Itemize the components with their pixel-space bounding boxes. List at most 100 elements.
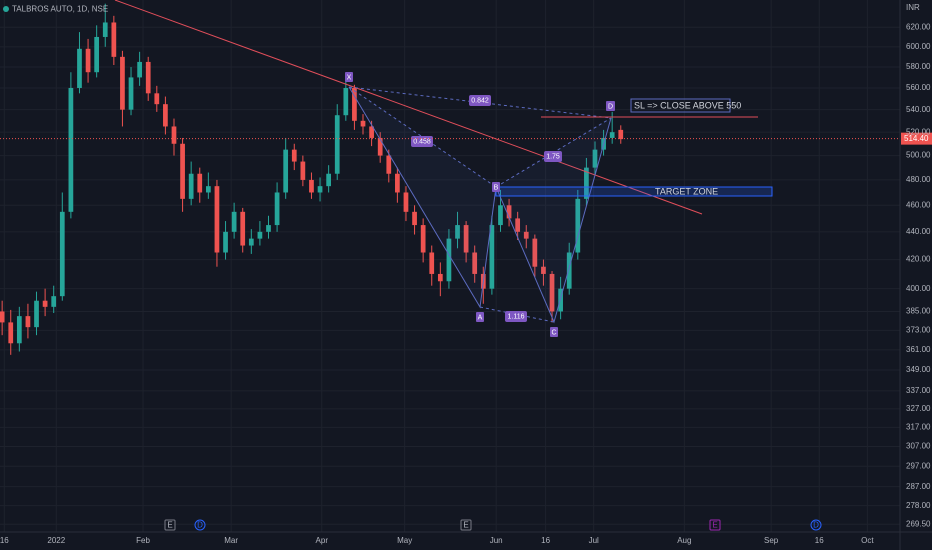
last-price-box <box>901 132 932 145</box>
candle-body <box>317 186 323 193</box>
candle-body <box>403 192 409 212</box>
candle-body <box>197 173 203 193</box>
currency: INR <box>906 3 920 12</box>
x-tick-label: 16 <box>541 536 550 545</box>
candle-body <box>618 129 624 140</box>
candle-body <box>498 205 503 226</box>
drawings: TARGET ZONE SL => CLOSE ABOVE 550 X A B … <box>114 0 773 337</box>
ratio-box <box>544 151 562 162</box>
x-tick-label: Feb <box>136 536 150 545</box>
y-tick-label: 400.00 <box>906 284 931 293</box>
candle-body <box>420 225 426 253</box>
axes: 620.00 600.00 580.00 560.00 540.00 520.00 500.… <box>0 22 931 545</box>
point-box <box>550 327 558 337</box>
candle-body <box>566 252 572 289</box>
candle-body <box>154 93 160 105</box>
candle-body <box>223 231 228 253</box>
ratio-label: 1.116 <box>508 313 525 320</box>
candle-body <box>506 205 512 219</box>
x-tick-label: 16 <box>0 536 9 545</box>
y-tick-label: 287.00 <box>906 482 931 491</box>
candle-body <box>128 77 134 110</box>
x-tick-label: Mar <box>224 536 238 545</box>
pattern-fill <box>349 87 496 307</box>
candle-body <box>120 56 125 110</box>
point-label: D <box>608 103 613 110</box>
stop-loss-box <box>630 98 731 113</box>
event-box <box>460 519 472 531</box>
candle-body <box>188 173 194 199</box>
candle-body <box>25 316 31 328</box>
candle-body <box>145 61 151 94</box>
candles <box>0 3 624 355</box>
candle-body <box>51 296 57 307</box>
y-tick-label: 307.00 <box>906 442 931 451</box>
candle-body <box>137 61 142 78</box>
candle-body <box>0 311 5 323</box>
candle-body <box>429 252 435 274</box>
candle-body <box>180 143 185 199</box>
event-label: E <box>463 521 468 530</box>
point-box <box>476 312 484 322</box>
x-tick-label: Jul <box>589 536 599 545</box>
ratio-label: 0.842 <box>471 97 489 104</box>
candle-body <box>85 48 91 73</box>
candle-body <box>283 149 289 193</box>
candle-body <box>352 87 357 121</box>
candle-body <box>42 300 48 307</box>
candle-body <box>369 126 374 138</box>
candle-body <box>300 161 306 180</box>
y-tick-label: 269.50 <box>906 519 931 528</box>
event-box <box>194 519 206 531</box>
candle-body <box>395 173 400 193</box>
y-tick-label: 460.00 <box>906 200 931 209</box>
candle-body <box>171 126 177 144</box>
candle-body <box>386 155 392 174</box>
candle-body <box>523 231 529 239</box>
candle-body <box>549 273 555 312</box>
event-label: D <box>197 521 203 530</box>
event-box <box>164 519 176 531</box>
ratio-box <box>505 311 527 322</box>
candle-body <box>437 273 443 282</box>
candle-body <box>309 179 314 193</box>
y-tick-label: 600.00 <box>906 42 931 51</box>
ratio-box <box>411 136 433 147</box>
candle-body <box>489 225 495 289</box>
candle-body <box>472 252 478 274</box>
candle-body <box>257 231 263 239</box>
last-price: 514.40 <box>0 132 932 145</box>
point-box <box>492 182 500 192</box>
candle-body <box>231 211 237 232</box>
last-price-label: 514.40 <box>904 134 929 143</box>
event-label: E <box>712 521 717 530</box>
x-tick-label: May <box>397 536 412 545</box>
y-tick-label: 361.00 <box>906 345 931 354</box>
candle-body <box>266 225 271 232</box>
candle-body <box>102 22 108 37</box>
y-tick-label: 337.00 <box>906 386 931 395</box>
candle-body <box>214 186 220 253</box>
y-tick-label: 317.00 <box>906 422 931 431</box>
ratio-box <box>469 95 491 106</box>
event-label: E <box>167 521 172 530</box>
y-tick-label: 580.00 <box>906 62 931 71</box>
x-tick-label: Jun <box>490 536 503 545</box>
candle-body <box>274 192 280 226</box>
y-tick-label: 373.00 <box>906 325 931 334</box>
y-tick-label: 327.00 <box>906 404 931 413</box>
ratio-label: 0.458 <box>413 138 431 145</box>
x-tick-label: 16 <box>815 536 824 545</box>
y-tick-label: 440.00 <box>906 227 931 236</box>
candle-body <box>532 238 538 267</box>
y-tick-label: 297.00 <box>906 461 931 470</box>
target-zone <box>495 186 773 197</box>
y-tick-label: 480.00 <box>906 175 931 184</box>
candle-body <box>334 115 340 174</box>
candle-body <box>77 48 82 88</box>
candle-body <box>248 238 254 246</box>
event-box <box>810 519 822 531</box>
pattern-fill <box>496 118 611 322</box>
